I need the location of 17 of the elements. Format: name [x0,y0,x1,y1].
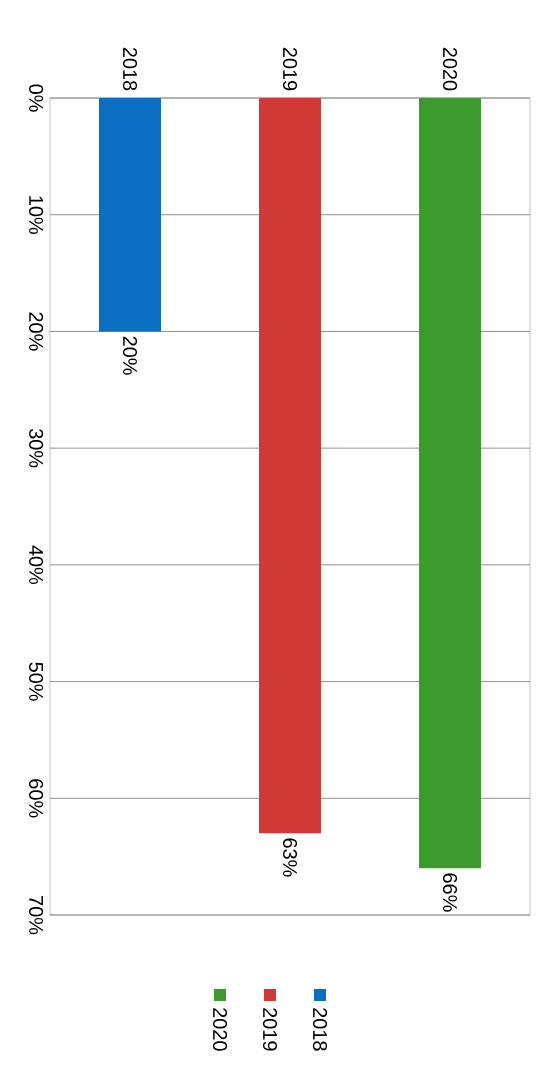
y-tick-label: 20% [29,312,44,351]
x-tick-label: 2019 [282,47,298,91]
y-tick-label: 40% [29,545,44,585]
legend-label: 2019 [262,1008,278,1051]
legend-label: 2018 [312,1008,328,1051]
data-label: 20% [122,336,138,375]
y-tick-label: 10% [29,196,44,234]
y-tick-label: 0% [29,84,44,112]
y-tick-label: 70% [29,896,44,935]
legend-label: 2020 [212,1008,228,1051]
x-tick-label: 2020 [442,47,458,91]
y-tick-label: 60% [29,779,44,818]
y-tick-label: 50% [29,662,44,701]
data-label: 63% [282,838,298,877]
y-tick-label: 30% [29,428,44,468]
x-tick-label: 2018 [122,47,138,91]
data-label: 66% [442,873,458,912]
